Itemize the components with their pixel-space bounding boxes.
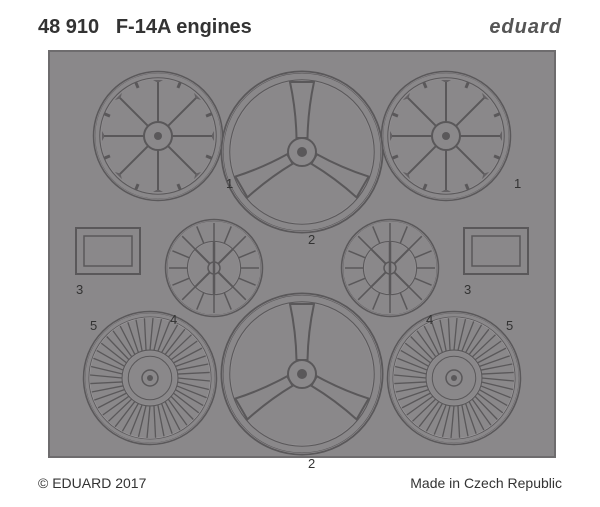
header: 48 910 F-14A engines eduard <box>38 16 562 39</box>
product-code: 48 910 <box>38 16 99 38</box>
brand-logo: eduard <box>489 16 562 39</box>
part-rect-frame <box>76 228 140 274</box>
part-vane-ring <box>342 220 438 316</box>
part-tri-hub <box>222 294 382 454</box>
part-label: 1 <box>514 176 521 191</box>
part-turbine-spoke <box>382 72 510 200</box>
part-turbine-spoke <box>94 72 222 200</box>
product-title: 48 910 F-14A engines <box>38 16 252 39</box>
photoetch-fret <box>48 50 556 458</box>
product-sheet: 48 910 F-14A engines eduard 1 1 2 3 3 4 4 2 5 5 ©… <box>0 0 600 507</box>
product-name: F-14A engines <box>116 16 252 38</box>
part-label: 4 <box>170 312 177 327</box>
part-label: 3 <box>464 282 471 297</box>
part-label: 1 <box>226 176 233 191</box>
part-label: 5 <box>506 318 513 333</box>
fret-svg <box>50 52 554 456</box>
part-rect-frame <box>464 228 528 274</box>
part-label: 2 <box>308 232 315 247</box>
part-label: 2 <box>308 456 315 471</box>
part-label: 4 <box>426 312 433 327</box>
copyright: © EDUARD 2017 <box>38 475 146 491</box>
part-fan-blade <box>84 312 216 444</box>
part-label: 3 <box>76 282 83 297</box>
part-label: 5 <box>90 318 97 333</box>
part-vane-ring <box>166 220 262 316</box>
footer: © EDUARD 2017 Made in Czech Republic <box>38 475 562 491</box>
part-tri-hub <box>222 72 382 232</box>
origin: Made in Czech Republic <box>410 475 562 491</box>
part-fan-blade <box>388 312 520 444</box>
